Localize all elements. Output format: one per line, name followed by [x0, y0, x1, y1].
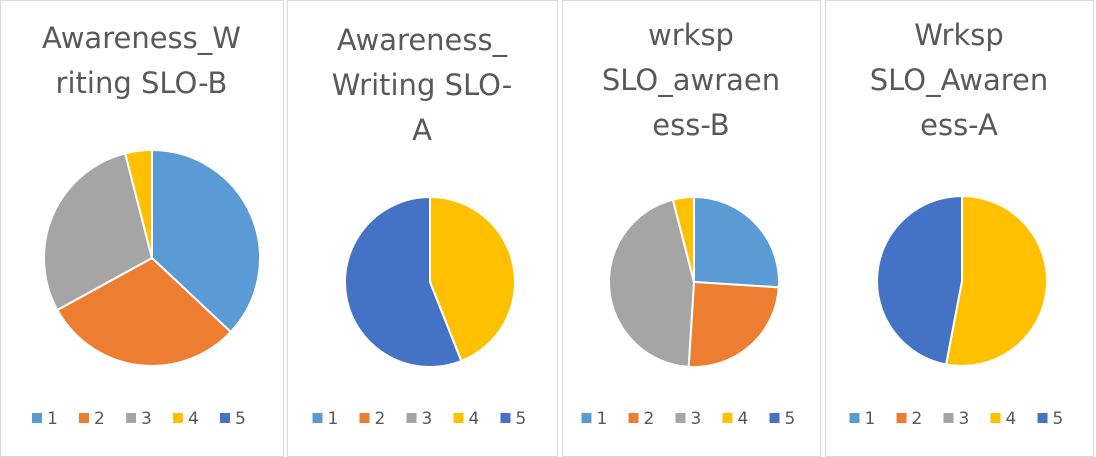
pie-slice — [151, 148, 261, 334]
legend-swatch — [359, 413, 370, 423]
title-line: ess-A — [920, 108, 998, 142]
title-line: Writing SLO- — [332, 68, 512, 102]
pie-slice — [344, 195, 463, 368]
legend-swatch — [500, 413, 511, 423]
legend-label: 2 — [94, 409, 105, 429]
legend-label: 2 — [375, 409, 386, 429]
pie-slice — [43, 152, 154, 312]
legend-label: 4 — [188, 409, 199, 429]
title-line: Awareness_W — [42, 21, 241, 55]
legend-swatch — [990, 413, 1001, 423]
title-line: A — [412, 113, 432, 147]
pie-slice — [876, 194, 963, 366]
pie-slice — [608, 198, 696, 368]
title-line: SLO_awraen — [602, 63, 780, 97]
pie-slice — [429, 195, 516, 363]
legend-swatch — [849, 413, 860, 423]
legend-swatch — [126, 413, 136, 423]
title-line: riting SLO-B — [56, 66, 228, 100]
legend-swatch — [722, 413, 733, 423]
legend-label: 4 — [469, 409, 480, 429]
legend-label: 5 — [1053, 409, 1064, 429]
legend-label: 5 — [235, 409, 246, 429]
legend-swatch — [896, 413, 907, 423]
title-line: SLO_Awaren — [870, 63, 1049, 97]
legend-swatch — [628, 413, 639, 423]
legend-label: 1 — [47, 409, 58, 429]
pie-slice — [687, 280, 780, 368]
legend-label: 4 — [738, 409, 749, 429]
title-line: Awareness_ — [337, 23, 508, 57]
legend-label: 3 — [691, 409, 702, 429]
title-line: ess-B — [652, 108, 729, 142]
chart-title: Wrksp SLO_Awaren ess-A — [870, 18, 1049, 142]
legend-swatch — [769, 413, 780, 423]
legend-swatch — [581, 413, 592, 423]
pie-slice — [693, 195, 780, 289]
chart-title: wrksp SLO_awraen ess-B — [602, 18, 780, 142]
legend-swatch — [406, 413, 417, 423]
legend-swatch — [173, 413, 183, 423]
legend-swatch — [32, 413, 42, 423]
legend-swatch — [453, 413, 464, 423]
legend-label: 1 — [865, 409, 876, 429]
legend-label: 2 — [644, 409, 655, 429]
pie-slice — [56, 256, 233, 367]
legend-label: 5 — [785, 409, 796, 429]
legend-label: 3 — [141, 409, 152, 429]
title-line: Wrksp — [914, 18, 1004, 52]
legend-label: 2 — [912, 409, 923, 429]
pie-slice — [944, 194, 1048, 367]
legend-label: 3 — [422, 409, 433, 429]
legend-swatch — [1037, 413, 1048, 423]
legend-label: 4 — [1006, 409, 1017, 429]
legend-label: 1 — [597, 409, 608, 429]
legend-swatch — [675, 413, 686, 423]
legend-label: 3 — [959, 409, 970, 429]
chart-title: Awareness_ Writing SLO- A — [332, 23, 512, 147]
legend-swatch — [79, 413, 89, 423]
legend-swatch — [312, 413, 323, 423]
title-line: wrksp — [648, 18, 734, 52]
legend-swatch — [943, 413, 954, 423]
legend-swatch — [220, 413, 230, 423]
legend-label: 5 — [516, 409, 527, 429]
legend-label: 1 — [328, 409, 339, 429]
